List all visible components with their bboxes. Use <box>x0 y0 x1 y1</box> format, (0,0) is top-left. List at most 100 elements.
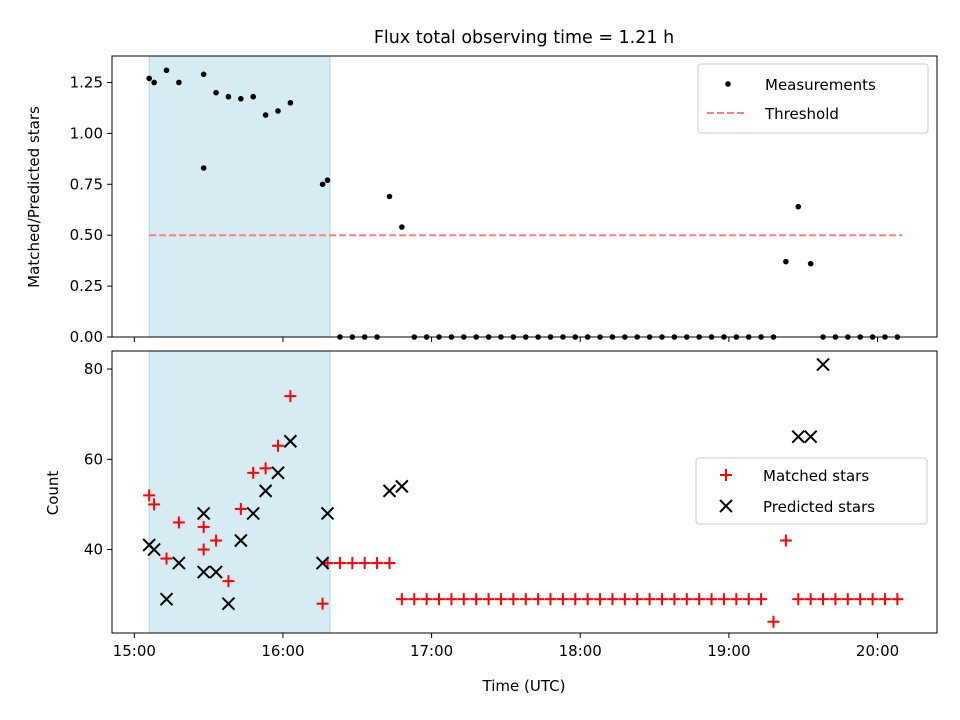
matched-star-marker <box>693 593 706 606</box>
matched-star-marker <box>420 593 433 606</box>
matched-star-marker <box>284 390 297 403</box>
top-y-tick-label: 0.75 <box>70 175 103 193</box>
predicted-star-points <box>142 357 830 611</box>
predicted-star-marker <box>159 592 174 606</box>
matched-star-marker <box>680 593 693 606</box>
top-y-tick-label: 0.50 <box>70 226 103 244</box>
predicted-star-marker <box>816 357 830 372</box>
measurement-point <box>146 75 152 82</box>
predicted-marker-stroke <box>196 565 211 579</box>
matched-star-marker <box>143 489 156 502</box>
bottom-x-axis-label: Time (UTC) <box>482 677 566 695</box>
matched-star-marker <box>618 593 631 606</box>
matched-star-points <box>143 390 904 628</box>
matched-star-marker <box>804 593 817 606</box>
matched-star-marker <box>210 534 223 547</box>
predicted-star-marker <box>209 565 223 579</box>
top-shaded-interval <box>148 55 331 338</box>
measurement-point <box>250 93 257 100</box>
matched-star-marker <box>333 557 346 570</box>
matched-star-marker <box>878 593 891 606</box>
measurement-point <box>386 193 393 200</box>
legend-label-predicted: Predicted stars <box>763 498 875 516</box>
matched-star-marker <box>792 593 805 606</box>
top-y-ticks: 0.00 0.25 0.50 0.75 1.00 1.25 <box>70 73 112 346</box>
top-x-ticks <box>133 337 879 342</box>
predicted-marker-stroke <box>315 556 330 570</box>
predicted-marker-stroke <box>196 506 211 521</box>
matched-star-marker <box>866 593 879 606</box>
measurement-point <box>225 93 232 100</box>
matched-star-marker <box>705 593 718 606</box>
predicted-star-marker <box>258 484 273 498</box>
predicted-marker-stroke <box>791 430 805 444</box>
matched-star-marker <box>395 593 408 606</box>
predicted-marker-stroke <box>172 556 186 570</box>
matched-star-marker <box>259 462 272 475</box>
top-y-tick-label: 0.00 <box>70 328 103 346</box>
top-axes-frame <box>111 55 938 338</box>
matched-star-marker <box>408 593 421 606</box>
matched-star-marker <box>891 593 904 606</box>
matched-star-marker <box>172 516 185 529</box>
bottom-legend-box <box>695 457 928 525</box>
matched-star-marker <box>668 593 681 606</box>
top-y-axis-label: Matched/Predicted stars <box>25 106 43 288</box>
bottom-y-tick-label: 80 <box>84 360 103 378</box>
matched-star-marker <box>631 593 644 606</box>
bottom-x-tick-label: 18:00 <box>559 642 602 660</box>
matched-star-marker <box>532 593 545 606</box>
bottom-x-tick-label: 16:00 <box>261 642 304 660</box>
matched-star-marker <box>197 543 210 556</box>
predicted-marker-stroke <box>147 542 161 557</box>
measurement-point <box>151 79 157 86</box>
matched-star-marker <box>606 593 619 606</box>
matched-star-marker <box>222 575 235 588</box>
bottom-panel: 40 60 80 15:00 16:00 17:00 18:00 19:00 20:00 Co… <box>44 350 938 695</box>
matched-star-marker <box>755 593 768 606</box>
measurement-point <box>275 108 281 114</box>
predicted-marker-stroke <box>258 484 273 498</box>
measurement-point <box>200 71 207 78</box>
legend-label-threshold: Threshold <box>764 105 839 123</box>
matched-star-marker <box>433 593 446 606</box>
matched-star-marker <box>519 593 532 606</box>
bottom-shaded-interval <box>148 350 331 634</box>
measurement-point <box>238 95 244 102</box>
measurement-point <box>807 260 814 267</box>
matched-star-marker <box>457 593 470 606</box>
predicted-marker-stroke <box>816 357 830 372</box>
bottom-y-axis-label: Count <box>44 471 62 516</box>
measurement-point <box>176 79 182 86</box>
predicted-marker-stroke <box>234 533 248 548</box>
predicted-marker-stroke <box>382 484 397 498</box>
top-y-tick-label: 1.25 <box>70 73 103 91</box>
bottom-x-ticks: 15:00 16:00 17:00 18:00 19:00 20:00 <box>113 633 899 660</box>
predicted-star-marker <box>315 556 330 570</box>
matched-star-marker <box>544 593 557 606</box>
matched-star-marker <box>197 520 210 533</box>
matched-star-marker <box>569 593 582 606</box>
matched-star-marker <box>494 593 507 606</box>
predicted-star-marker <box>320 506 335 521</box>
predicted-marker-stroke <box>395 479 409 494</box>
predicted-star-marker <box>147 542 161 557</box>
matched-star-marker <box>316 597 329 610</box>
matched-star-marker <box>730 593 743 606</box>
measurement-point <box>163 67 170 74</box>
bottom-x-tick-label: 19:00 <box>707 642 750 660</box>
predicted-marker-stroke <box>159 592 174 606</box>
matched-star-marker <box>234 502 247 515</box>
predicted-marker-stroke <box>803 430 818 444</box>
matched-star-marker <box>247 466 260 479</box>
bottom-y-ticks: 40 60 80 <box>84 360 112 559</box>
predicted-star-marker <box>271 466 285 480</box>
matched-star-marker <box>643 593 656 606</box>
predicted-star-marker <box>196 506 211 521</box>
matched-star-marker <box>507 593 520 606</box>
bottom-y-tick-label: 40 <box>84 541 103 559</box>
matched-star-marker <box>779 534 792 547</box>
matched-star-marker <box>482 593 495 606</box>
top-legend: Measurements Threshold <box>697 63 929 134</box>
